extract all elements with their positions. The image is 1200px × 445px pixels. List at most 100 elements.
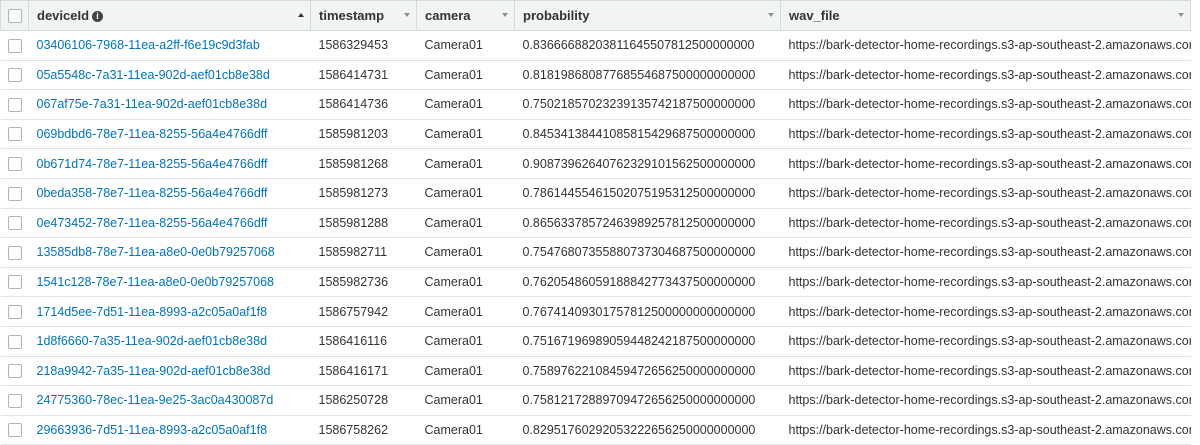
row-select[interactable] — [0, 60, 29, 91]
item-link[interactable]: 0b671d74-78e7-11ea-8255-56a4e4766dff — [36, 156, 268, 171]
cell-text: 1585981203 — [318, 127, 389, 142]
item-link[interactable]: 1d8f6660-7a35-11ea-902d-aef01cb8e38d — [36, 334, 268, 349]
item-link[interactable]: 0beda358-78e7-11ea-8255-56a4e4766dff — [36, 186, 268, 201]
table-cell: Camera01 — [416, 89, 515, 120]
table-cell: https://bark-detector-home-recordings.s3… — [780, 296, 1191, 327]
table-cell: 1586329453 — [310, 30, 417, 61]
item-link[interactable]: 03406106-7968-11ea-a2ff-f6e19c9d3fab — [36, 38, 260, 53]
checkbox[interactable] — [8, 9, 22, 24]
row-select[interactable] — [0, 415, 29, 445]
cell-text: 0.78614455461502075195312500000000 — [522, 186, 756, 201]
item-link[interactable]: 29663936-7d51-11ea-8993-a2c05a0af1f8 — [36, 423, 268, 438]
checkbox[interactable] — [7, 157, 22, 172]
item-link[interactable]: 069bdbd6-78e7-11ea-8255-56a4e4766dff — [36, 127, 268, 142]
column-title: deviceId — [37, 8, 90, 23]
checkbox[interactable] — [7, 334, 22, 349]
table-cell: Camera01 — [416, 385, 515, 416]
row-select[interactable] — [0, 237, 29, 268]
cell-text: https://bark-detector-home-recordings.s3… — [788, 97, 1191, 112]
column-header[interactable]: probability — [514, 0, 781, 31]
table-cell: https://bark-detector-home-recordings.s3… — [780, 148, 1191, 179]
row-select[interactable] — [0, 267, 29, 298]
checkbox[interactable] — [7, 245, 22, 260]
checkbox[interactable] — [7, 275, 22, 290]
checkbox[interactable] — [7, 68, 22, 83]
row-select[interactable] — [0, 178, 29, 209]
row-select[interactable] — [0, 208, 29, 239]
checkbox[interactable] — [7, 304, 22, 319]
table-cell: https://bark-detector-home-recordings.s3… — [780, 415, 1191, 445]
item-link[interactable]: 1714d5ee-7d51-11ea-8993-a2c05a0af1f8 — [36, 304, 268, 319]
row-select[interactable] — [0, 30, 29, 61]
cell-text: 1585981273 — [318, 186, 389, 201]
column-menu[interactable] — [502, 13, 508, 17]
column-header[interactable]: wav_file — [780, 0, 1191, 31]
header-row: deviceId i timestamp camera probability wav_f… — [0, 0, 1191, 31]
checkbox[interactable] — [7, 127, 22, 142]
checkbox[interactable] — [7, 186, 22, 201]
table-cell: Camera01 — [416, 148, 515, 179]
table-cell: Camera01 — [416, 237, 515, 268]
row-select[interactable] — [0, 296, 29, 327]
checkbox[interactable] — [7, 423, 22, 438]
select-all[interactable] — [0, 0, 29, 31]
table-cell: 0.90873962640762329101562500000000 — [514, 148, 781, 179]
column-header[interactable]: timestamp — [310, 0, 417, 31]
item-link[interactable]: 05a5548c-7a31-11ea-902d-aef01cb8e38d — [36, 67, 270, 82]
cell-text: 1586250728 — [318, 393, 389, 408]
row-select[interactable] — [0, 148, 29, 179]
row-select[interactable] — [0, 356, 29, 387]
table-row: 1714d5ee-7d51-11ea-8993-a2c05a0af1f8 1586… — [0, 296, 1191, 327]
table-cell: 0.76205486059188842773437500000000 — [514, 267, 781, 298]
item-link[interactable]: 0e473452-78e7-11ea-8255-56a4e4766dff — [36, 215, 268, 230]
table-cell: 1586758262 — [310, 415, 417, 445]
checkbox[interactable] — [7, 97, 22, 112]
cell-text: 1586758262 — [318, 423, 389, 438]
row-select[interactable] — [0, 385, 29, 416]
table-cell: 13585db8-78e7-11ea-a8e0-0e0b79257068 — [28, 237, 311, 268]
table-cell: Camera01 — [416, 208, 515, 239]
table-cell: 1d8f6660-7a35-11ea-902d-aef01cb8e38d — [28, 326, 311, 357]
info-icon[interactable]: i — [92, 11, 104, 22]
item-link[interactable]: 218a9942-7a35-11ea-902d-aef01cb8e38d — [36, 363, 271, 378]
table-row: 218a9942-7a35-11ea-902d-aef01cb8e38d 1586… — [0, 356, 1191, 387]
checkbox[interactable] — [7, 393, 22, 408]
cell-text: 1585981288 — [318, 215, 389, 230]
column-menu[interactable] — [768, 13, 774, 17]
item-link[interactable]: 067af75e-7a31-11ea-902d-aef01cb8e38d — [36, 97, 268, 112]
cell-text: Camera01 — [424, 275, 483, 290]
table-cell: 0.75897622108459472656250000000000 — [514, 356, 781, 387]
cell-text: https://bark-detector-home-recordings.s3… — [788, 363, 1191, 378]
item-link[interactable]: 24775360-78ec-11ea-9e25-3ac0a430087d — [36, 393, 274, 408]
sort-indicator[interactable] — [298, 13, 304, 17]
table-cell: https://bark-detector-home-recordings.s3… — [780, 208, 1191, 239]
checkbox[interactable] — [7, 216, 22, 231]
table-cell: 0.81819868087768554687500000000000 — [514, 60, 781, 91]
table-cell: 1541c128-78e7-11ea-a8e0-0e0b79257068 — [28, 267, 311, 298]
item-link[interactable]: 13585db8-78e7-11ea-a8e0-0e0b79257068 — [36, 245, 275, 260]
row-select[interactable] — [0, 326, 29, 357]
table-cell: Camera01 — [416, 178, 515, 209]
cell-text: Camera01 — [424, 67, 483, 82]
checkbox[interactable] — [7, 364, 22, 379]
cell-text: https://bark-detector-home-recordings.s3… — [788, 127, 1191, 142]
table-row: 1d8f6660-7a35-11ea-902d-aef01cb8e38d 1586… — [0, 326, 1191, 357]
table-cell: 0.75021857023239135742187500000000 — [514, 89, 781, 120]
checkbox[interactable] — [7, 38, 22, 53]
row-select[interactable] — [0, 89, 29, 120]
table-cell: 0e473452-78e7-11ea-8255-56a4e4766dff — [28, 208, 311, 239]
row-select[interactable] — [0, 119, 29, 150]
cell-text: https://bark-detector-home-recordings.s3… — [788, 275, 1191, 290]
table-row: 0b671d74-78e7-11ea-8255-56a4e4766dff 1585… — [0, 148, 1191, 179]
table-row: 0e473452-78e7-11ea-8255-56a4e4766dff 1585… — [0, 208, 1191, 239]
column-header[interactable]: camera — [416, 0, 515, 31]
table-row: 1541c128-78e7-11ea-a8e0-0e0b79257068 1585… — [0, 267, 1191, 298]
item-link[interactable]: 1541c128-78e7-11ea-a8e0-0e0b79257068 — [36, 275, 274, 290]
table-cell: https://bark-detector-home-recordings.s3… — [780, 237, 1191, 268]
column-menu[interactable] — [1178, 13, 1184, 17]
table-header: deviceId i timestamp camera probability wav_f… — [0, 0, 1191, 31]
column-menu[interactable] — [404, 13, 410, 17]
column-header[interactable]: deviceId i — [28, 0, 311, 31]
cell-text: https://bark-detector-home-recordings.s3… — [788, 38, 1191, 53]
table-cell: 1714d5ee-7d51-11ea-8993-a2c05a0af1f8 — [28, 296, 311, 327]
